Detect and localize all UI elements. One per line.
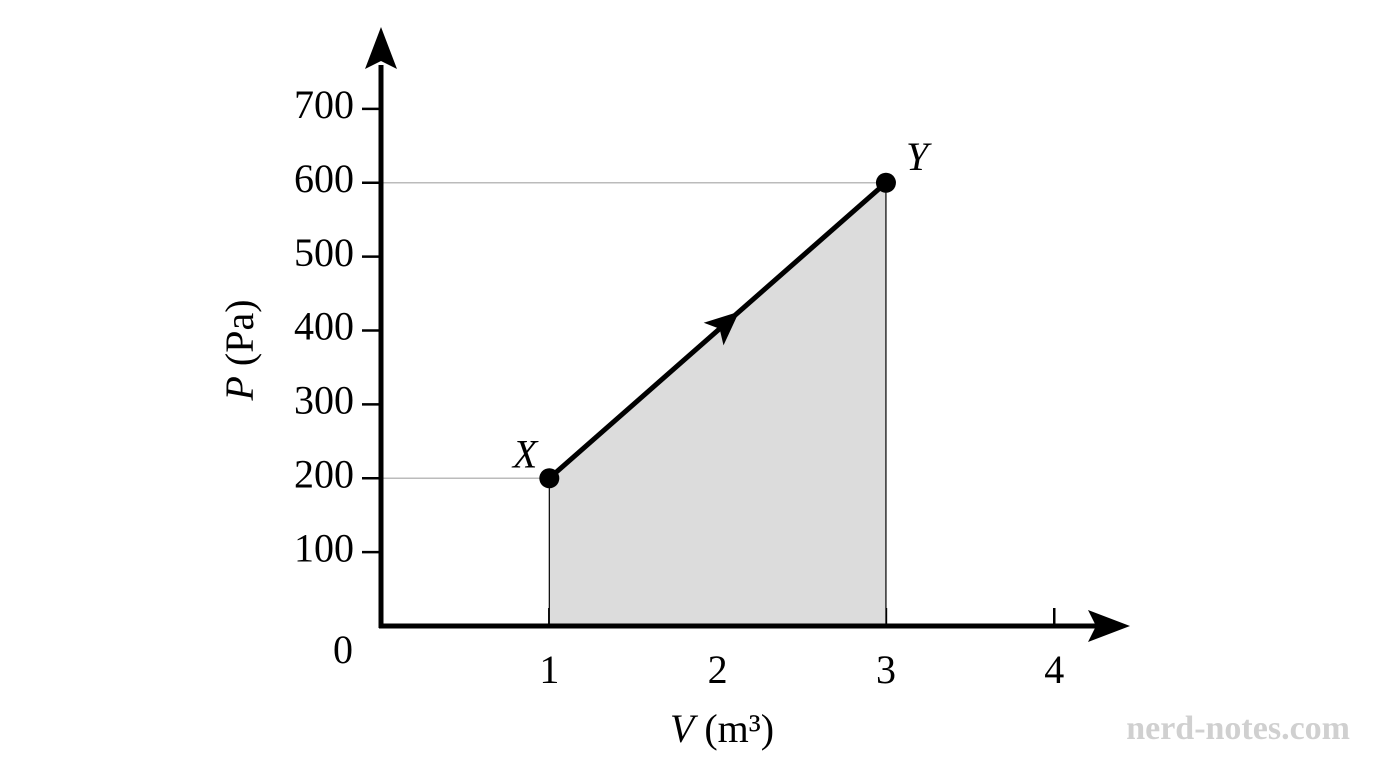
direction-arrow xyxy=(703,311,740,346)
y-tick-label: 100 xyxy=(294,525,354,570)
x-axis-label: V (m³) xyxy=(670,706,774,751)
y-tick-label: 700 xyxy=(294,82,354,127)
y-tick-label: 200 xyxy=(294,451,354,496)
y-tick-label: 600 xyxy=(294,156,354,201)
y-axis-label: P (Pa) xyxy=(217,299,262,401)
watermark: nerd-notes.com xyxy=(1126,710,1350,747)
y-tick-label: 500 xyxy=(294,230,354,275)
origin-label: 0 xyxy=(333,627,353,672)
x-tick-label: 4 xyxy=(1044,647,1064,692)
point-label: Y xyxy=(906,134,932,179)
x-tick-label: 3 xyxy=(876,647,896,692)
y-axis-arrow xyxy=(365,27,397,69)
point xyxy=(539,468,560,489)
point xyxy=(875,172,896,193)
point-label: X xyxy=(511,431,539,476)
y-tick-label: 400 xyxy=(294,304,354,349)
area xyxy=(549,182,886,626)
y-axis-unit: (Pa) xyxy=(217,299,262,366)
y-tick-label: 300 xyxy=(294,378,354,423)
y-axis-symbol: P xyxy=(217,376,262,401)
x-axis-arrow xyxy=(1088,610,1130,642)
x-tick-label: 1 xyxy=(539,647,559,692)
process-line xyxy=(547,180,888,481)
x-tick-label: 2 xyxy=(708,647,728,692)
x-axis-symbol: V xyxy=(670,706,699,751)
x-axis-unit: (m³) xyxy=(704,706,774,751)
